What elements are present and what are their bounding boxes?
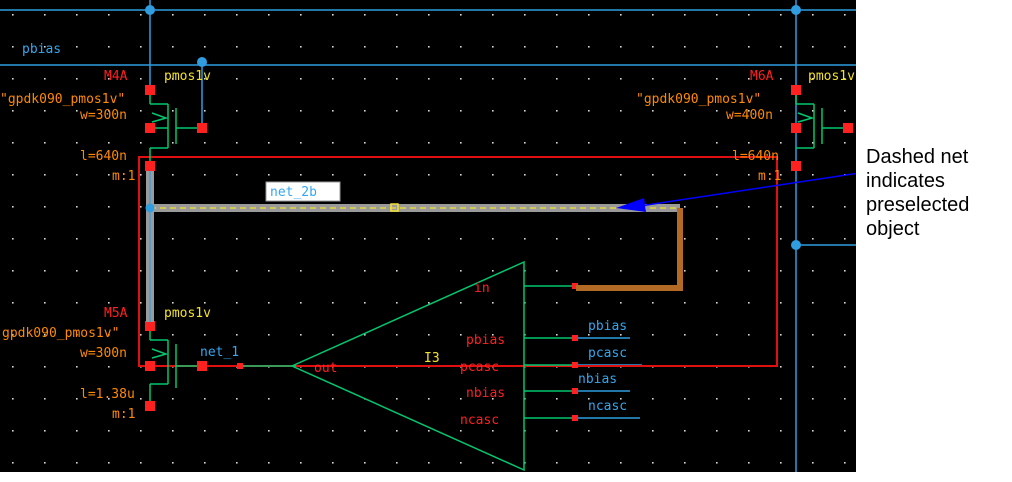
annotation-line-1: Dashed net (866, 146, 969, 168)
wire-label-pbias: pbias (588, 319, 627, 334)
m6a-pins (791, 85, 853, 171)
opamp-pin-nbias: nbias (466, 386, 505, 401)
net-junction (145, 203, 155, 213)
annotation-line-2: indicates (866, 170, 945, 192)
m4a-cell: pmos1v (164, 69, 211, 84)
m6a-multiplier: m:1 (758, 169, 781, 184)
m5a-instance: M5A (104, 306, 128, 321)
opamp-pins (237, 283, 578, 421)
annotation-line-3: preselected (866, 194, 970, 216)
m5a-width: w=300n (80, 346, 127, 361)
net-midpoint-handle[interactable] (390, 203, 399, 212)
callout-arrow (616, 172, 856, 212)
opamp-instance: I3 (424, 351, 440, 366)
annotation-line-4: object (866, 218, 920, 240)
m4a-pins (145, 85, 207, 171)
opamp-pin-pcasc: pcasc (460, 360, 499, 375)
opamp-pin-out: out (314, 361, 337, 376)
wire-label-pcasc: pcasc (588, 346, 627, 361)
m5a-cell: pmos1v (164, 306, 211, 321)
m4a-model: "gpdk090_pmos1v" (0, 92, 125, 107)
m5a-model: gpdk090_pmos1v" (2, 326, 119, 341)
net-label-box (265, 181, 341, 202)
wire-junctions (145, 5, 801, 250)
m5a-length: l=1.38u (80, 387, 135, 402)
m6a-cell: pmos1v (808, 69, 855, 84)
annotation-callout: Dashed net indicates preselected object (866, 145, 1012, 241)
grid-dots (0, 0, 856, 472)
pbias-pin-label: pbias (22, 42, 61, 57)
m6a-model: "gpdk090_pmos1v" (636, 92, 761, 107)
opamp-pin-in: in (474, 281, 490, 296)
m4a-length: l=640n (80, 149, 127, 164)
m6a-instance: M6A (750, 69, 774, 84)
net-1-label: net_1 (200, 345, 239, 360)
m5a-multiplier: m:1 (112, 407, 135, 422)
m4a-width: w=300n (80, 108, 127, 123)
wire-label-ncasc: ncasc (588, 399, 627, 414)
m4a-multiplier: m:1 (112, 169, 135, 184)
net-2-label: net_2b (270, 185, 317, 200)
wire-label-nbias: nbias (578, 372, 617, 387)
highlighted-net[interactable] (146, 171, 683, 322)
m4a-instance: M4A (104, 69, 128, 84)
m5a-pins (145, 321, 207, 411)
m6a-width: w=400n (726, 108, 773, 123)
selection-box (138, 156, 778, 367)
opamp-pin-ncasc: ncasc (460, 413, 499, 428)
opamp-symbol[interactable] (240, 260, 576, 472)
opamp-pin-pbias: pbias (466, 333, 505, 348)
schematic-canvas[interactable]: pbias M4A pmos1v "gpdk090_pmos1v" w=300n… (0, 0, 856, 472)
m6a-length: l=640n (732, 149, 779, 164)
